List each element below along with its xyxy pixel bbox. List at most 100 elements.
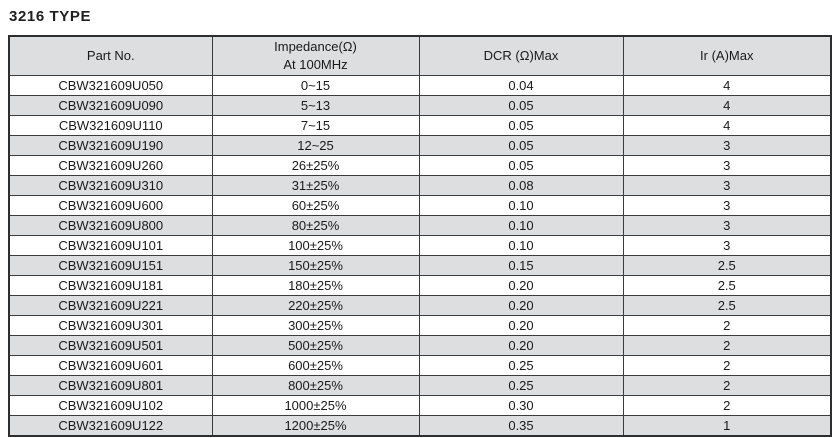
cell-impedance: 1000±25% <box>211 395 420 416</box>
cell-part-no: CBW321609U221 <box>8 295 213 316</box>
cell-impedance: 100±25% <box>211 235 420 256</box>
cell-part-no: CBW321609U190 <box>8 135 213 156</box>
cell-impedance: 26±25% <box>211 155 420 176</box>
cell-dcr: 0.10 <box>418 215 624 236</box>
table-row: CBW321609U181 180±25% 0.20 2.5 <box>8 275 832 296</box>
cell-part-no: CBW321609U800 <box>8 215 213 236</box>
cell-ir: 2.5 <box>622 275 832 296</box>
cell-part-no: CBW321609U501 <box>8 335 213 356</box>
table-row: CBW321609U301 300±25% 0.20 2 <box>8 315 832 336</box>
cell-impedance: 60±25% <box>211 195 420 216</box>
col-header-part-no: Part No. <box>8 35 213 76</box>
cell-part-no: CBW321609U090 <box>8 95 213 116</box>
cell-part-no: CBW321609U181 <box>8 275 213 296</box>
parts-table: Part No. Impedance(Ω) At 100MHz DCR (Ω)M… <box>8 35 832 437</box>
table-row: CBW321609U151 150±25% 0.15 2.5 <box>8 255 832 276</box>
cell-ir: 2.5 <box>622 255 832 276</box>
cell-impedance: 600±25% <box>211 355 420 376</box>
cell-part-no: CBW321609U801 <box>8 375 213 396</box>
table-row: CBW321609U221 220±25% 0.20 2.5 <box>8 295 832 316</box>
cell-ir: 3 <box>622 235 832 256</box>
cell-dcr: 0.05 <box>418 135 624 156</box>
cell-dcr: 0.20 <box>418 295 624 316</box>
cell-impedance: 220±25% <box>211 295 420 316</box>
table-row: CBW321609U110 7~15 0.05 4 <box>8 115 832 136</box>
col-header-impedance: Impedance(Ω) At 100MHz <box>211 35 420 76</box>
cell-impedance: 5~13 <box>211 95 420 116</box>
cell-ir: 3 <box>622 215 832 236</box>
table-row: CBW321609U050 0~15 0.04 4 <box>8 75 832 96</box>
cell-dcr: 0.04 <box>418 75 624 96</box>
cell-ir: 2 <box>622 315 832 336</box>
cell-part-no: CBW321609U151 <box>8 255 213 276</box>
cell-dcr: 0.05 <box>418 115 624 136</box>
col-header-impedance-line2: At 100MHz <box>283 57 348 72</box>
table-header: Part No. Impedance(Ω) At 100MHz DCR (Ω)M… <box>8 35 832 76</box>
cell-dcr: 0.30 <box>418 395 624 416</box>
cell-ir: 2 <box>622 355 832 376</box>
cell-ir: 3 <box>622 155 832 176</box>
cell-impedance: 1200±25% <box>211 415 420 437</box>
cell-impedance: 12~25 <box>211 135 420 156</box>
cell-part-no: CBW321609U110 <box>8 115 213 136</box>
cell-impedance: 300±25% <box>211 315 420 336</box>
cell-impedance: 800±25% <box>211 375 420 396</box>
cell-ir: 2 <box>622 375 832 396</box>
cell-ir: 3 <box>622 195 832 216</box>
table-row: CBW321609U801 800±25% 0.25 2 <box>8 375 832 396</box>
cell-part-no: CBW321609U050 <box>8 75 213 96</box>
col-header-impedance-line1: Impedance(Ω) <box>274 39 357 55</box>
col-header-ir: Ir (A)Max <box>622 35 832 76</box>
cell-part-no: CBW321609U601 <box>8 355 213 376</box>
cell-part-no: CBW321609U101 <box>8 235 213 256</box>
cell-part-no: CBW321609U260 <box>8 155 213 176</box>
cell-dcr: 0.10 <box>418 235 624 256</box>
cell-ir: 2 <box>622 395 832 416</box>
cell-ir: 1 <box>622 415 832 437</box>
cell-impedance: 31±25% <box>211 175 420 196</box>
table-row: CBW321609U122 1200±25% 0.35 1 <box>8 415 832 437</box>
table-row: CBW321609U101 100±25% 0.10 3 <box>8 235 832 256</box>
page-title: 3216 TYPE <box>9 8 92 25</box>
cell-part-no: CBW321609U600 <box>8 195 213 216</box>
cell-dcr: 0.25 <box>418 355 624 376</box>
table-row: CBW321609U090 5~13 0.05 4 <box>8 95 832 116</box>
cell-impedance: 80±25% <box>211 215 420 236</box>
cell-impedance: 0~15 <box>211 75 420 96</box>
cell-dcr: 0.05 <box>418 155 624 176</box>
cell-ir: 3 <box>622 175 832 196</box>
table-row: CBW321609U310 31±25% 0.08 3 <box>8 175 832 196</box>
cell-ir: 4 <box>622 75 832 96</box>
cell-dcr: 0.15 <box>418 255 624 276</box>
table-body: CBW321609U050 0~15 0.04 4 CBW321609U090 5~13 0… <box>8 75 832 437</box>
cell-ir: 2.5 <box>622 295 832 316</box>
cell-part-no: CBW321609U310 <box>8 175 213 196</box>
cell-dcr: 0.10 <box>418 195 624 216</box>
cell-ir: 4 <box>622 115 832 136</box>
table-row: CBW321609U102 1000±25% 0.30 2 <box>8 395 832 416</box>
table-row: CBW321609U800 80±25% 0.10 3 <box>8 215 832 236</box>
cell-impedance: 7~15 <box>211 115 420 136</box>
cell-dcr: 0.35 <box>418 415 624 437</box>
cell-dcr: 0.20 <box>418 335 624 356</box>
cell-part-no: CBW321609U122 <box>8 415 213 437</box>
table-row: CBW321609U190 12~25 0.05 3 <box>8 135 832 156</box>
cell-dcr: 0.05 <box>418 95 624 116</box>
table-row: CBW321609U600 60±25% 0.10 3 <box>8 195 832 216</box>
header-row: Part No. Impedance(Ω) At 100MHz DCR (Ω)M… <box>8 35 832 76</box>
cell-dcr: 0.20 <box>418 315 624 336</box>
cell-part-no: CBW321609U102 <box>8 395 213 416</box>
table-row: CBW321609U601 600±25% 0.25 2 <box>8 355 832 376</box>
cell-part-no: CBW321609U301 <box>8 315 213 336</box>
cell-impedance: 500±25% <box>211 335 420 356</box>
cell-dcr: 0.20 <box>418 275 624 296</box>
cell-dcr: 0.25 <box>418 375 624 396</box>
cell-impedance: 180±25% <box>211 275 420 296</box>
cell-dcr: 0.08 <box>418 175 624 196</box>
cell-ir: 3 <box>622 135 832 156</box>
col-header-dcr: DCR (Ω)Max <box>418 35 624 76</box>
table-row: CBW321609U260 26±25% 0.05 3 <box>8 155 832 176</box>
table-row: CBW321609U501 500±25% 0.20 2 <box>8 335 832 356</box>
cell-ir: 4 <box>622 95 832 116</box>
